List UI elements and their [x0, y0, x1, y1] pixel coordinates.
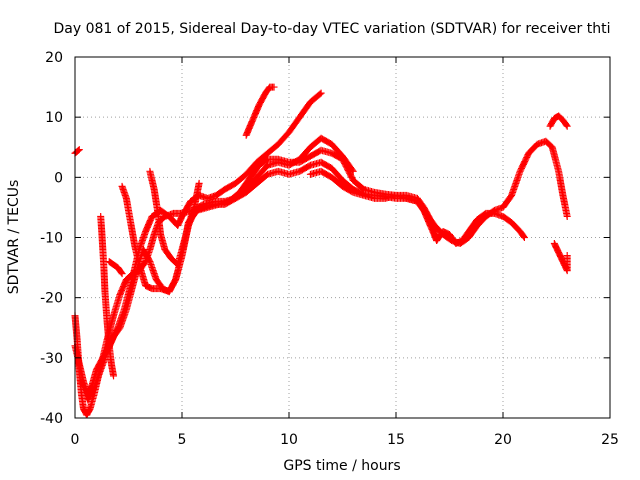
series-s2 [71, 158, 528, 419]
x-tick-label: 15 [387, 432, 405, 448]
x-tick-label: 20 [494, 432, 512, 448]
marker-trace [550, 240, 571, 275]
y-tick-label: -30 [40, 351, 63, 367]
series-s10 [306, 167, 441, 245]
series-s12 [550, 240, 571, 275]
x-tick-label: 10 [280, 432, 298, 448]
y-tick-label: 0 [54, 170, 63, 186]
axis-ticks: 0 5 10 15 20 25 -40 -30 -20 -10 0 10 20 [40, 50, 619, 448]
y-tick-label: -40 [40, 411, 63, 427]
marker-trace [306, 167, 441, 245]
y-tick-label: 20 [45, 50, 63, 66]
y-tick-label: 10 [45, 110, 63, 126]
series-s8 [105, 258, 126, 278]
series-s11 [546, 112, 571, 130]
y-tick-label: -20 [40, 291, 63, 307]
series-s1 [71, 146, 83, 157]
x-tick-label: 5 [178, 432, 187, 448]
marker-trace [546, 112, 571, 130]
marker-trace [71, 158, 528, 419]
marker-trace [97, 212, 118, 380]
x-tick-label: 0 [71, 432, 80, 448]
marker-trace [146, 167, 203, 269]
marker-trace [105, 258, 126, 278]
y-axis-label: SDTVAR / TECUs [6, 180, 22, 295]
chart-title: Day 081 of 2015, Sidereal Day-to-day VTE… [54, 21, 611, 37]
x-axis-label: GPS time / hours [283, 458, 400, 474]
x-tick-label: 25 [601, 432, 619, 448]
marker-trace [71, 146, 83, 157]
data-markers [71, 83, 571, 419]
series-s7 [97, 212, 118, 380]
y-tick-label: -10 [40, 231, 63, 247]
series-s9 [242, 83, 278, 139]
series-s6 [146, 167, 203, 269]
marker-trace [242, 83, 278, 139]
